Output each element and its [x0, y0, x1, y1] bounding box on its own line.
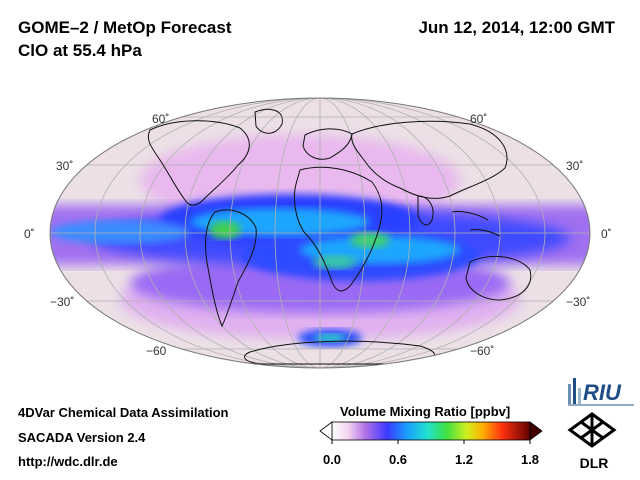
lat-label-right-minus30: −30˚: [566, 295, 591, 309]
lat-label-left-60: 60˚: [152, 112, 170, 126]
lat-label-left-30: 30˚: [56, 159, 74, 173]
map-subtitle: ClO at 55.4 hPa: [18, 41, 142, 60]
lat-label-left-minus60: −60: [146, 344, 167, 358]
graticule: [50, 98, 590, 368]
lat-label-right-0: 0˚: [601, 227, 612, 241]
dlr-logo-text: DLR: [580, 455, 609, 471]
dlr-logo: DLR: [567, 412, 617, 471]
footer-version: SACADA Version 2.4: [18, 430, 146, 445]
coastlines: [147, 108, 532, 365]
colorbar-title: Volume Mixing Ratio [ppbv]: [340, 404, 511, 419]
lat-label-right-30: 30˚: [566, 159, 584, 173]
lat-label-right-minus60: −60˚: [470, 344, 495, 358]
colorbar-tick-label: 1.2: [454, 452, 474, 467]
map-title: GOME–2 / MetOp Forecast: [18, 18, 232, 37]
footer-url[interactable]: http://wdc.dlr.de: [18, 454, 118, 469]
colorbar: [319, 421, 543, 444]
riu-logo-text: RIU: [583, 380, 622, 405]
lat-label-left-0: 0˚: [24, 227, 35, 241]
colorbar-high-arrow: [529, 421, 543, 441]
map-border: [49, 97, 591, 369]
footer-method: 4DVar Chemical Data Assimilation: [18, 405, 229, 420]
lat-label-right-60: 60˚: [470, 112, 488, 126]
forecast-datetime: Jun 12, 2014, 12:00 GMT: [418, 18, 615, 37]
lat-label-left-minus30: −30˚: [50, 295, 75, 309]
colorbar-low-arrow: [319, 421, 333, 441]
riu-logo: RIU: [568, 378, 634, 406]
colorbar-tick-label: 0.6: [388, 452, 408, 467]
colorbar-tick-label: 1.8: [520, 452, 540, 467]
colorbar-tick-label: 0.0: [322, 452, 342, 467]
colorbar-scale: [331, 421, 531, 441]
